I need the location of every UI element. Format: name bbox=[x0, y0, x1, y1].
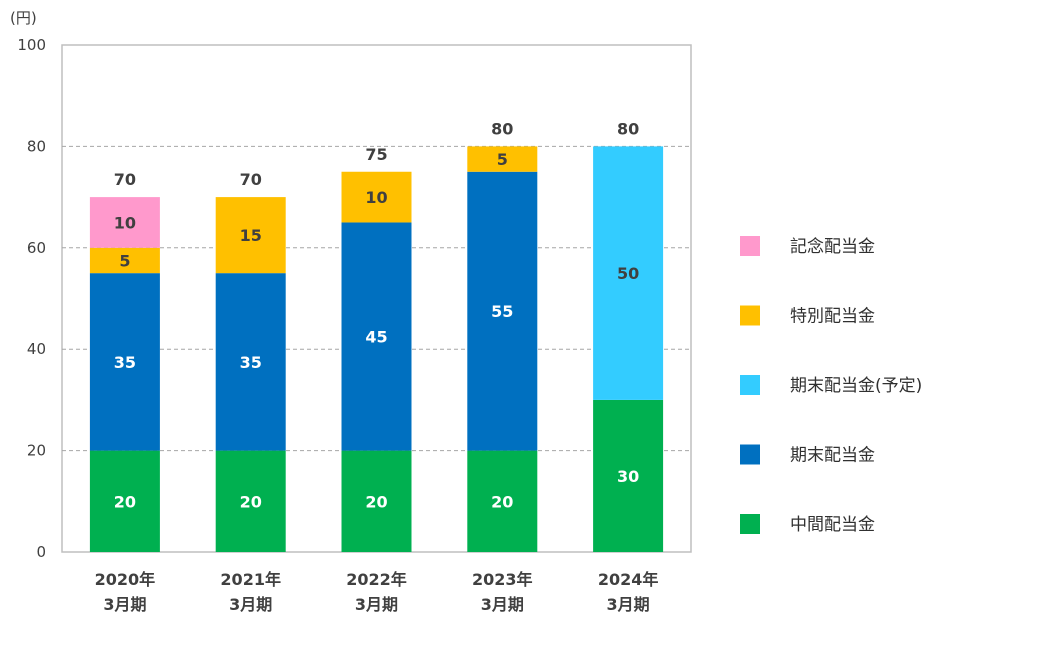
x-category-label: 2023年 bbox=[472, 570, 533, 589]
x-category-label: 2024年 bbox=[598, 570, 659, 589]
legend-swatch bbox=[740, 236, 760, 256]
y-tick-label: 100 bbox=[17, 36, 46, 54]
bar-segment-label: 20 bbox=[491, 492, 513, 511]
y-tick-label: 40 bbox=[27, 340, 46, 358]
legend-label: 中間配当金 bbox=[790, 515, 875, 535]
legend-label: 特別配当金 bbox=[790, 307, 875, 327]
legend-label: 記念配当金 bbox=[790, 236, 875, 257]
bar-segment-label: 45 bbox=[365, 328, 387, 347]
bar-segment-label: 10 bbox=[365, 188, 387, 207]
bar-segment-label: 10 bbox=[114, 213, 136, 232]
y-tick-label: 20 bbox=[27, 442, 46, 460]
legend-swatch bbox=[740, 375, 760, 395]
bar-segment bbox=[593, 399, 664, 552]
bar-total-label: 80 bbox=[491, 119, 513, 138]
bar-segment-label: 30 bbox=[617, 467, 639, 486]
y-unit-label: (円) bbox=[10, 9, 37, 27]
bar-segment bbox=[215, 273, 286, 451]
bar-segment bbox=[467, 171, 538, 451]
x-category-label: 3月期 bbox=[103, 595, 146, 614]
bar-segment bbox=[215, 450, 286, 552]
x-category-label: 3月期 bbox=[229, 595, 272, 614]
legend-swatch bbox=[740, 514, 760, 534]
bar-segment bbox=[467, 146, 538, 172]
bar-total-label: 70 bbox=[114, 170, 136, 189]
bar-total-label: 70 bbox=[240, 170, 262, 189]
bar-segment-label: 15 bbox=[240, 226, 262, 245]
x-category-label: 3月期 bbox=[355, 595, 398, 614]
bar-segment-label: 20 bbox=[240, 492, 262, 511]
bar-segment-label: 55 bbox=[491, 302, 513, 321]
bar-segment-label: 35 bbox=[240, 353, 262, 372]
bar-segment bbox=[341, 222, 412, 451]
bar-segment bbox=[89, 197, 160, 248]
x-category-label: 2022年 bbox=[346, 570, 407, 589]
x-category-label: 3月期 bbox=[481, 595, 524, 614]
bar-segment bbox=[467, 450, 538, 552]
bar-segment-label: 5 bbox=[119, 251, 130, 270]
bar-segment-label: 20 bbox=[365, 492, 387, 511]
legend-swatch bbox=[740, 305, 760, 326]
legend-label: 期末配当金(予定) bbox=[790, 376, 922, 396]
y-tick-label: 80 bbox=[27, 137, 46, 155]
bar-segment-label: 5 bbox=[497, 150, 508, 169]
bar-segment bbox=[89, 247, 160, 274]
bar-segment bbox=[593, 146, 664, 400]
x-category-label: 3月期 bbox=[607, 595, 650, 614]
bar-segment-label: 35 bbox=[114, 353, 136, 372]
bar-segment-label: 20 bbox=[114, 492, 136, 511]
y-tick-label: 60 bbox=[27, 239, 46, 257]
legend-label: 期末配当金 bbox=[790, 446, 875, 466]
x-category-label: 2021年 bbox=[220, 570, 281, 589]
bar-total-label: 75 bbox=[365, 145, 387, 164]
bar-segment bbox=[341, 171, 412, 223]
bar-segment bbox=[341, 450, 412, 552]
bar-segment bbox=[215, 197, 286, 274]
bar-segment bbox=[89, 450, 160, 552]
y-tick-label: 0 bbox=[36, 543, 46, 561]
bar-segment-label: 50 bbox=[617, 264, 639, 283]
legend-swatch bbox=[740, 444, 760, 465]
bar-segment bbox=[89, 273, 160, 451]
bar-total-label: 80 bbox=[617, 119, 639, 138]
x-category-label: 2020年 bbox=[95, 570, 156, 589]
